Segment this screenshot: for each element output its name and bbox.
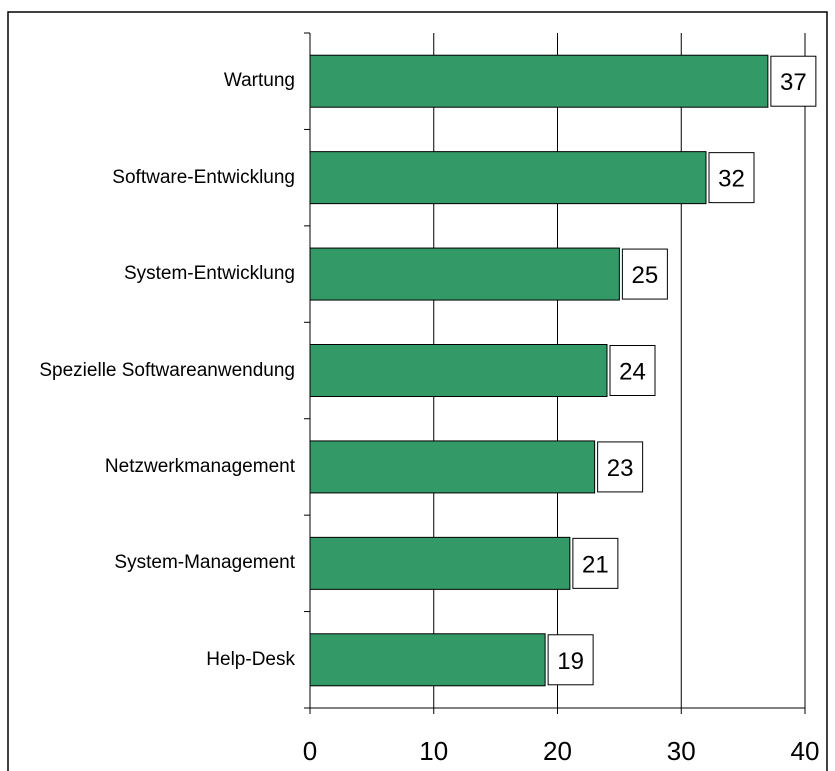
y-tick-label: Netzwerkmanagement: [104, 455, 295, 477]
value-label-box: [547, 634, 594, 686]
chart-border: [7, 11, 828, 771]
value-label-box: [621, 248, 668, 300]
value-label-box: [770, 55, 817, 107]
category-label-box: Wartung: [224, 33, 295, 129]
x-tick-label: 30: [667, 736, 696, 766]
value-label: 32: [718, 166, 745, 193]
y-tick-label: Wartung: [223, 70, 295, 92]
x-tick-label: 20: [543, 736, 572, 766]
x-tick-label: 10: [419, 736, 448, 766]
bar: [309, 247, 620, 301]
value-label: 24: [619, 359, 646, 386]
y-tick-label: Spezielle Softwareanwendung: [39, 359, 295, 381]
bar: [309, 440, 596, 494]
bar: [309, 151, 707, 205]
y-tick-label: System-Management: [114, 552, 295, 574]
category-label-box: Netzwerkmanagement: [105, 419, 295, 515]
category-label-box: Spezielle Softwareanwendung: [39, 323, 295, 419]
value-label-box: [708, 152, 755, 204]
value-label: 23: [607, 455, 634, 482]
value-label: 37: [780, 69, 807, 96]
value-label: 21: [582, 551, 609, 578]
y-tick-label: Help-Desk: [206, 648, 295, 670]
value-label: 19: [557, 648, 584, 675]
x-tick-label: 0: [303, 736, 317, 766]
value-label-box: [572, 537, 619, 589]
category-label-box: System-Entwicklung: [124, 226, 295, 322]
bar: [309, 536, 571, 590]
y-tick-label: Software-Entwicklung: [112, 166, 295, 188]
y-tick-label: System-Entwicklung: [123, 263, 295, 285]
bar: [309, 633, 546, 687]
value-label: 25: [632, 262, 659, 289]
bar: [309, 54, 769, 108]
x-tick-label: 40: [791, 736, 820, 766]
value-label-box: [609, 345, 656, 396]
value-label-box: [597, 441, 644, 493]
category-label-box: Software-Entwicklung: [112, 130, 295, 226]
category-label-box: System-Management: [114, 515, 295, 611]
category-label-box: Help-Desk: [206, 612, 295, 708]
bar: [309, 344, 608, 397]
